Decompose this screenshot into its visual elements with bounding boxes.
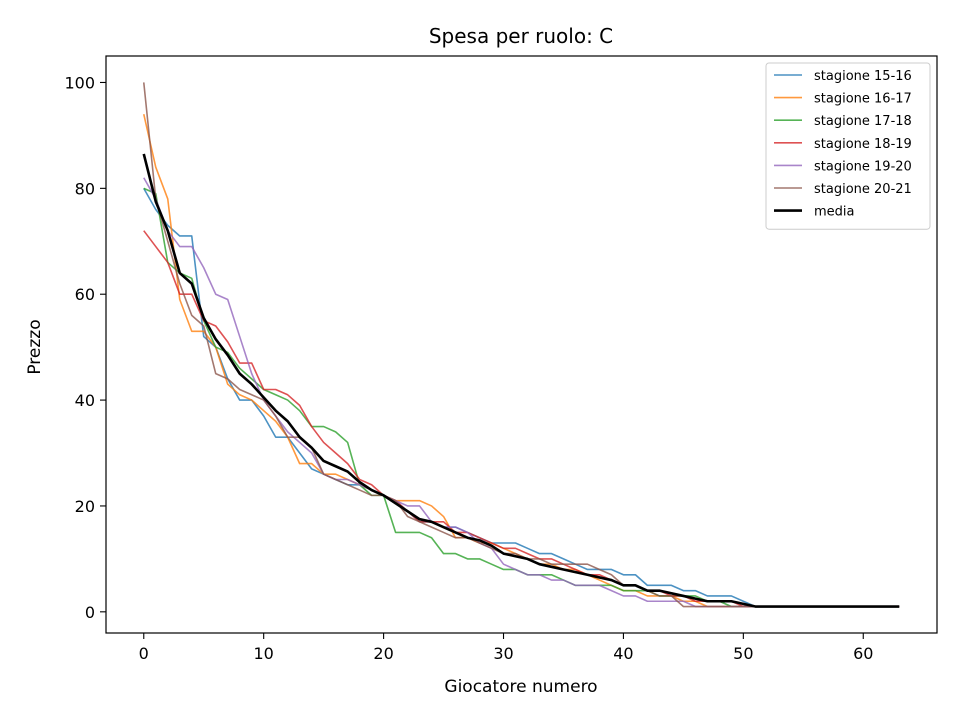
series-line-7: [142, 153, 900, 608]
y-tick-label: 100: [64, 73, 95, 92]
legend-label: stagione 19-20: [814, 159, 912, 174]
x-tick-label: 60: [853, 644, 873, 663]
chart-title: Spesa per ruolo: C: [429, 24, 613, 48]
y-axis: 0 20 40 60 80 100: [64, 73, 106, 622]
plot-frame: [105, 55, 938, 634]
legend-box: [765, 62, 931, 230]
x-tick-label: 10: [254, 644, 274, 663]
x-axis: 0 10 20 30 40 50 60: [139, 633, 873, 663]
legend-label: stagione 17-18: [814, 114, 912, 129]
x-tick-label: 50: [733, 644, 753, 663]
y-tick-label: 40: [75, 391, 95, 410]
legend-label: stagione 18-19: [814, 137, 912, 152]
y-axis-label: Prezzo: [25, 319, 45, 374]
legend-label: stagione 20-21: [814, 182, 912, 197]
legend-label: stagione 15-16: [814, 69, 912, 84]
legend-label: media: [814, 205, 855, 220]
legend-label: stagione 16-17: [814, 92, 912, 107]
y-tick-label: 80: [75, 179, 95, 198]
x-tick-label: 0: [139, 644, 149, 663]
legend: stagione 15-16 stagione 16-17 stagione 17-…: [765, 62, 931, 230]
x-tick-label: 30: [493, 644, 513, 663]
x-axis-label: Giocatore numero: [444, 677, 597, 697]
series-layer: [142, 82, 900, 608]
y-tick-label: 20: [75, 497, 95, 516]
y-tick-label: 0: [85, 603, 95, 622]
x-tick-label: 40: [613, 644, 633, 663]
x-tick-label: 20: [373, 644, 393, 663]
y-tick-label: 60: [75, 285, 95, 304]
